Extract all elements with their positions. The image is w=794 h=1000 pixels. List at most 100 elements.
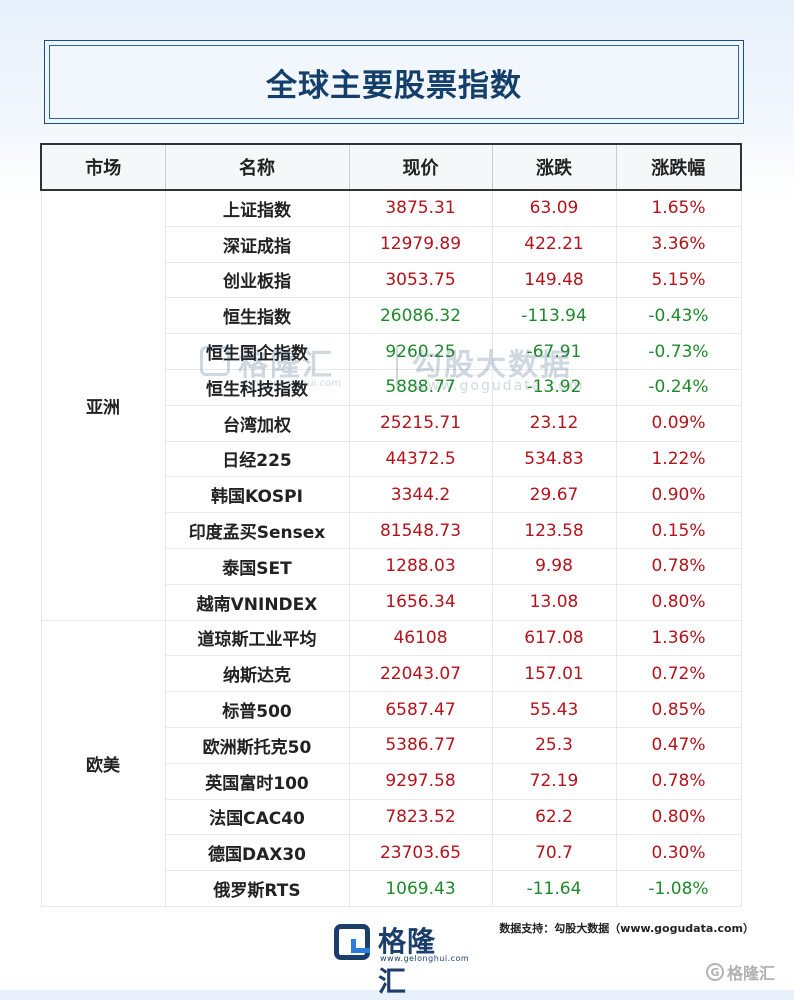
header-market: 市场 [40,143,166,191]
gelonghui-logo-icon [334,924,370,960]
name-cell: 恒生国企指数 [164,333,350,370]
index-table: 市场 名称 现价 涨跌 涨跌幅 亚洲 上证指数 3875.31 63.09 1.65% 深… [40,143,742,907]
corner-logo-icon: G [706,963,724,981]
header-change: 涨跌 [491,143,617,191]
table-body: 亚洲 上证指数 3875.31 63.09 1.65% 深证成指 12979.89 422.2… [40,190,742,907]
table-row: 泰国SET 1288.03 9.98 0.78% [41,548,742,585]
change-pct-cell: 1.36% [615,620,742,657]
table-row: 日经225 44372.5 534.83 1.22% [41,441,742,478]
change-cell: 23.12 [491,405,617,442]
change-cell: 62.2 [491,799,617,836]
price-cell: 6587.47 [348,691,493,728]
table-row: 创业板指 3053.75 149.48 5.15% [41,262,742,299]
change-pct-cell: 0.30% [615,834,742,872]
name-cell: 恒生科技指数 [164,369,350,406]
name-cell: 泰国SET [164,548,350,585]
corner-watermark-text: 格隆汇 [727,964,776,983]
name-cell: 创业板指 [164,262,350,299]
change-pct-cell: 1.22% [615,441,742,478]
change-pct-cell: 0.78% [615,763,742,800]
table-row: 俄罗斯RTS 1069.43 -11.64 -1.08% [41,870,742,907]
header-price: 现价 [348,143,493,191]
price-cell: 1069.43 [348,870,493,907]
price-cell: 9297.58 [348,763,493,800]
market-cell: 亚洲 [40,190,166,621]
change-cell: 70.7 [491,834,617,872]
table-row: 法国CAC40 7823.52 62.2 0.80% [41,799,742,836]
table-row: 亚洲 上证指数 3875.31 63.09 1.65% [40,190,742,621]
change-cell: 149.48 [491,262,617,299]
table-row: 标普500 6587.47 55.43 0.85% [41,691,742,728]
price-cell: 1288.03 [348,548,493,585]
price-cell: 26086.32 [348,297,493,335]
table-row: 越南VNINDEX 1656.34 13.08 0.80% [41,584,742,621]
table-row: 纳斯达克 22043.07 157.01 0.72% [41,655,742,693]
table-row: 英国富时100 9297.58 72.19 0.78% [41,763,742,800]
name-cell: 日经225 [164,441,350,478]
change-cell: 534.83 [491,441,617,478]
change-cell: 157.01 [491,655,617,693]
change-cell: 55.43 [491,691,617,728]
footer-logo: 格隆汇 www.gelonghui.com [334,920,469,998]
price-cell: 25215.71 [348,405,493,442]
header-change-pct: 涨跌幅 [615,143,742,191]
price-cell: 44372.5 [348,441,493,478]
name-cell: 法国CAC40 [164,799,350,836]
name-cell: 标普500 [164,691,350,728]
table-row: 欧美 道琼斯工业平均 46108 617.08 1.36% [40,620,742,907]
change-cell: 29.67 [491,476,617,514]
page-title: 全球主要股票指数 [266,67,522,104]
price-cell: 22043.07 [348,655,493,693]
price-cell: 3053.75 [348,262,493,299]
name-cell: 韩国KOSPI [164,476,350,514]
corner-watermark: G 格隆汇 [706,960,775,984]
change-pct-cell: -0.24% [615,369,742,406]
change-pct-cell: 0.78% [615,548,742,585]
data-source: 数据支持：勾股大数据（www.gogudata.com） [499,922,754,935]
change-pct-cell: 0.09% [615,405,742,442]
table-row: 恒生国企指数 9260.25 -67.91 -0.73% [41,333,742,370]
table-row: 深证成指 12979.89 422.21 3.36% [41,226,742,263]
name-cell: 欧洲斯托克50 [164,727,350,764]
price-cell: 12979.89 [348,226,493,263]
change-cell: 617.08 [491,620,617,657]
market-cell: 欧美 [40,620,166,907]
change-pct-cell: 0.72% [615,655,742,693]
name-cell: 上证指数 [164,190,350,227]
change-cell: 63.09 [491,190,617,227]
table-row: 恒生指数 26086.32 -113.94 -0.43% [41,297,742,335]
change-pct-cell: 0.80% [615,799,742,836]
change-cell: 13.08 [491,584,617,621]
table-header: 市场 名称 现价 涨跌 涨跌幅 [40,143,742,191]
header-row: 市场 名称 现价 涨跌 涨跌幅 [40,143,742,191]
price-cell: 46108 [348,620,493,657]
change-pct-cell: 0.80% [615,584,742,621]
table-row: 欧洲斯托克50 5386.77 25.3 0.47% [41,727,742,764]
price-cell: 3875.31 [348,190,493,227]
change-pct-cell: 3.36% [615,226,742,263]
table-row: 印度孟买Sensex 81548.73 123.58 0.15% [41,512,742,549]
change-pct-cell: 1.65% [615,190,742,227]
change-cell: 9.98 [491,548,617,585]
change-cell: 123.58 [491,512,617,549]
change-pct-cell: -1.08% [615,870,742,907]
change-cell: -11.64 [491,870,617,907]
change-cell: 422.21 [491,226,617,263]
change-pct-cell: 0.90% [615,476,742,514]
table-row: 台湾加权 25215.71 23.12 0.09% [41,405,742,442]
table-row: 德国DAX30 23703.65 70.7 0.30% [41,834,742,872]
name-cell: 恒生指数 [164,297,350,335]
change-cell: -13.92 [491,369,617,406]
price-cell: 9260.25 [348,333,493,370]
change-pct-cell: -0.73% [615,333,742,370]
price-cell: 5888.77 [348,369,493,406]
name-cell: 德国DAX30 [164,834,350,872]
name-cell: 纳斯达克 [164,655,350,693]
price-cell: 1656.34 [348,584,493,621]
name-cell: 印度孟买Sensex [164,512,350,549]
change-pct-cell: 0.47% [615,727,742,764]
name-cell: 深证成指 [164,226,350,263]
name-cell: 越南VNINDEX [164,584,350,621]
change-cell: -113.94 [491,297,617,335]
table-row: 恒生科技指数 5888.77 -13.92 -0.24% [41,369,742,406]
